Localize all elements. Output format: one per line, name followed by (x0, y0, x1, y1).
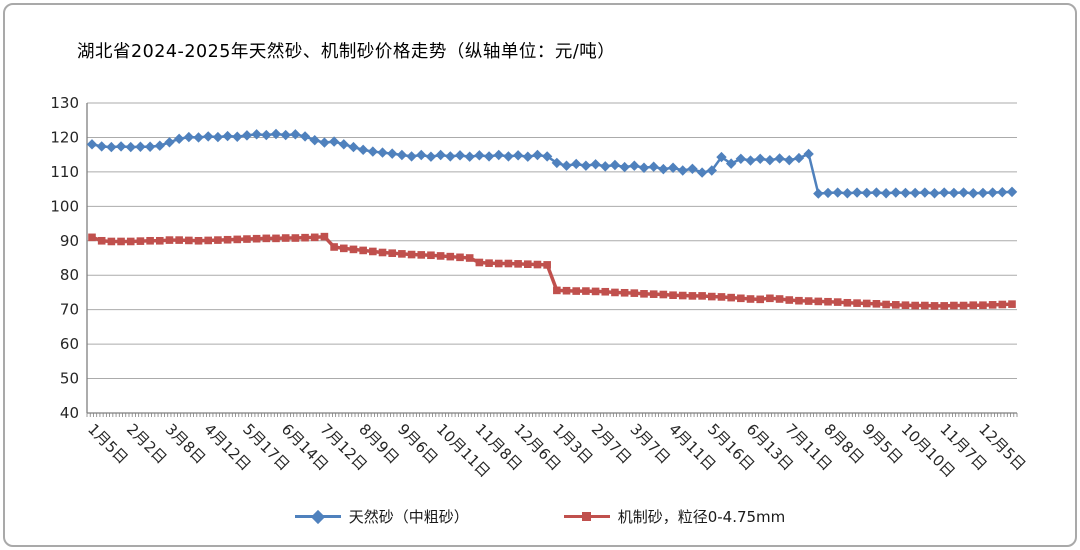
y-axis-labels: 40 50 60 70 80 90 100 110 120 130 (50, 94, 79, 422)
svg-text:120: 120 (50, 128, 79, 146)
series-machine-sand (88, 232, 1016, 310)
svg-text:70: 70 (60, 301, 79, 319)
svg-text:2月7日: 2月7日 (588, 420, 635, 467)
svg-text:9月6日: 9月6日 (394, 420, 441, 467)
svg-text:2月2日: 2月2日 (123, 420, 170, 467)
svg-text:40: 40 (60, 404, 79, 422)
svg-text:1月5日: 1月5日 (84, 420, 131, 467)
legend-item-natural-sand: 天然砂（中粗砂） (294, 506, 469, 527)
chart-legend: 天然砂（中粗砂） 机制砂，粒径0-4.75mm (5, 506, 1075, 527)
svg-text:60: 60 (60, 335, 79, 353)
x-axis-labels: 1月5日2月2日3月8日4月12日5月17日6月14日7月12日8月9日9月6日… (84, 420, 1029, 481)
machine-sand-line-square-icon (563, 510, 610, 524)
svg-text:90: 90 (60, 232, 79, 250)
price-trend-plot-area: 40 50 60 70 80 90 100 110 120 130 1月5日2月2日3月8日4月12… (50, 94, 1029, 481)
svg-text:50: 50 (60, 370, 79, 388)
svg-text:100: 100 (50, 197, 79, 215)
x-axis-minor-ticks (86, 413, 1018, 417)
svg-text:9月5日: 9月5日 (859, 420, 906, 467)
legend-label-natural-sand: 天然砂（中粗砂） (348, 508, 469, 526)
natural-sand-line-diamond-icon (294, 509, 341, 524)
svg-text:3月8日: 3月8日 (162, 420, 209, 467)
legend-label-machine-sand: 机制砂，粒径0-4.75mm (617, 508, 786, 526)
svg-text:130: 130 (50, 94, 79, 112)
svg-text:3月7日: 3月7日 (626, 420, 673, 467)
svg-text:80: 80 (60, 266, 79, 284)
chart-title: 湖北省2024-2025年天然砂、机制砂价格走势（纵轴单位：元/吨） (77, 42, 616, 62)
legend-item-machine-sand: 机制砂，粒径0-4.75mm (563, 506, 786, 527)
chart-card: 湖北省2024-2025年天然砂、机制砂价格走势（纵轴单位：元/吨） 40 50 6… (3, 3, 1077, 547)
axes (86, 103, 1018, 417)
svg-text:110: 110 (50, 163, 79, 181)
series-natural-sand (86, 128, 1018, 199)
